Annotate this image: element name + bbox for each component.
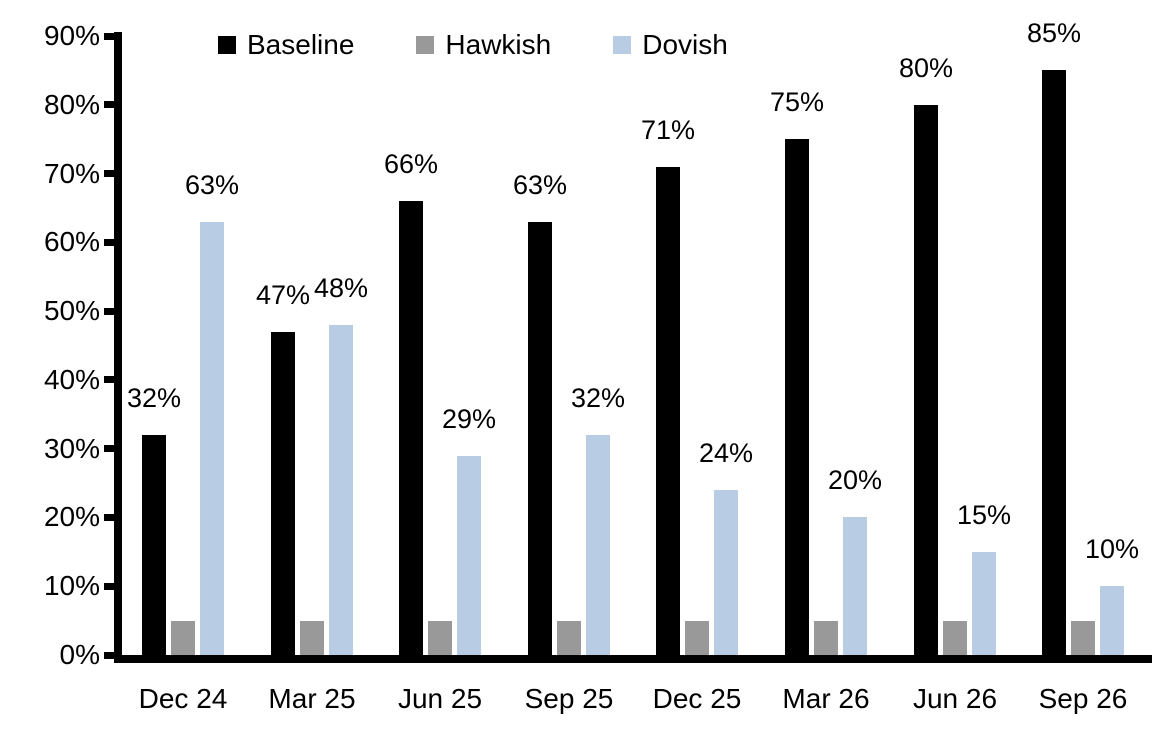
- bar-hawkish-mar-26: [814, 621, 838, 655]
- x-axis-line: [114, 655, 1152, 663]
- data-label-dovish-mar-26: 20%: [827, 465, 883, 495]
- legend-swatch-dovish-icon: [613, 36, 632, 54]
- y-tick-mark: [104, 101, 114, 108]
- legend-label-hawkish: Hawkish: [445, 29, 552, 60]
- bar-dovish-jun-26: [972, 552, 996, 655]
- legend-label-dovish: Dovish: [642, 29, 728, 60]
- data-label-dovish-jun-26: 15%: [956, 500, 1012, 530]
- bar-dovish-mar-26: [843, 517, 867, 655]
- y-tick-mark: [104, 583, 114, 590]
- bar-baseline-jun-25: [399, 201, 423, 655]
- bar-dovish-mar-25: [329, 325, 353, 655]
- y-tick-label: 20%: [43, 501, 100, 532]
- legend-item-dovish: Dovish: [613, 28, 728, 62]
- y-tick-mark: [104, 514, 114, 521]
- y-tick-mark: [104, 445, 114, 452]
- bar-baseline-dec-24: [142, 435, 166, 655]
- bar-hawkish-sep-25: [557, 621, 581, 655]
- bar-hawkish-jun-26: [943, 621, 967, 655]
- y-tick-mark: [104, 239, 114, 246]
- bar-dovish-sep-25: [586, 435, 610, 655]
- y-tick-mark: [104, 33, 114, 40]
- data-label-baseline-mar-25: 47%: [255, 280, 311, 310]
- x-axis-label-dec-25: Dec 25: [652, 683, 742, 714]
- data-label-dovish-dec-24: 63%: [184, 170, 240, 200]
- y-tick-mark: [104, 376, 114, 383]
- legend-label-baseline: Baseline: [247, 29, 355, 60]
- bar-hawkish-sep-26: [1071, 621, 1095, 655]
- bar-baseline-sep-26: [1042, 70, 1066, 655]
- y-tick-label: 60%: [43, 226, 100, 257]
- y-tick-label: 90%: [43, 20, 100, 51]
- bar-baseline-jun-26: [914, 105, 938, 655]
- data-label-dovish-sep-25: 32%: [570, 383, 626, 413]
- bar-baseline-sep-25: [528, 222, 552, 655]
- x-axis-label-mar-25: Mar 25: [268, 683, 356, 714]
- y-tick-label: 80%: [43, 89, 100, 120]
- bar-dovish-jun-25: [457, 456, 481, 655]
- data-label-baseline-dec-24: 32%: [126, 383, 182, 413]
- bar-baseline-mar-25: [271, 332, 295, 655]
- bar-hawkish-dec-25: [685, 621, 709, 655]
- data-label-dovish-mar-25: 48%: [313, 273, 369, 303]
- y-tick-mark: [104, 308, 114, 315]
- x-axis-label-jun-25: Jun 25: [397, 683, 483, 714]
- y-tick-mark: [104, 170, 114, 177]
- legend-item-baseline: Baseline: [218, 28, 354, 62]
- data-label-dovish-jun-25: 29%: [441, 404, 497, 434]
- chart-legend: Baseline Hawkish Dovish: [218, 28, 728, 62]
- data-label-baseline-sep-25: 63%: [512, 170, 568, 200]
- y-tick-label: 0%: [59, 639, 100, 670]
- data-label-baseline-sep-26: 85%: [1026, 18, 1082, 48]
- y-tick-label: 40%: [43, 364, 100, 395]
- bar-dovish-dec-24: [200, 222, 224, 655]
- y-tick-label: 30%: [43, 433, 100, 464]
- data-label-baseline-dec-25: 71%: [640, 115, 696, 145]
- legend-item-hawkish: Hawkish: [416, 28, 551, 62]
- legend-swatch-baseline-icon: [218, 36, 236, 54]
- y-tick-label: 50%: [43, 295, 100, 326]
- x-axis-label-mar-26: Mar 26: [782, 683, 870, 714]
- bar-dovish-dec-25: [714, 490, 738, 655]
- y-tick-label: 70%: [43, 158, 100, 189]
- x-axis-label-sep-25: Sep 25: [524, 683, 614, 714]
- data-label-dovish-sep-26: 10%: [1084, 534, 1140, 564]
- x-axis-label-dec-24: Dec 24: [138, 683, 228, 714]
- data-label-baseline-jun-26: 80%: [898, 53, 954, 83]
- data-label-dovish-dec-25: 24%: [698, 438, 754, 468]
- data-label-baseline-mar-26: 75%: [769, 87, 825, 117]
- data-label-baseline-jun-25: 66%: [383, 149, 439, 179]
- x-axis-label-jun-26: Jun 26: [912, 683, 998, 714]
- bar-baseline-mar-26: [785, 139, 809, 655]
- bar-hawkish-dec-24: [171, 621, 195, 655]
- legend-swatch-hawkish-icon: [416, 36, 435, 54]
- y-tick-mark: [104, 652, 114, 659]
- bar-baseline-dec-25: [656, 167, 680, 655]
- bar-hawkish-jun-25: [428, 621, 452, 655]
- y-axis-line: [114, 32, 122, 663]
- bar-dovish-sep-26: [1100, 586, 1124, 655]
- x-axis-label-sep-26: Sep 26: [1038, 683, 1128, 714]
- y-tick-label: 10%: [43, 570, 100, 601]
- bar-hawkish-mar-25: [300, 621, 324, 655]
